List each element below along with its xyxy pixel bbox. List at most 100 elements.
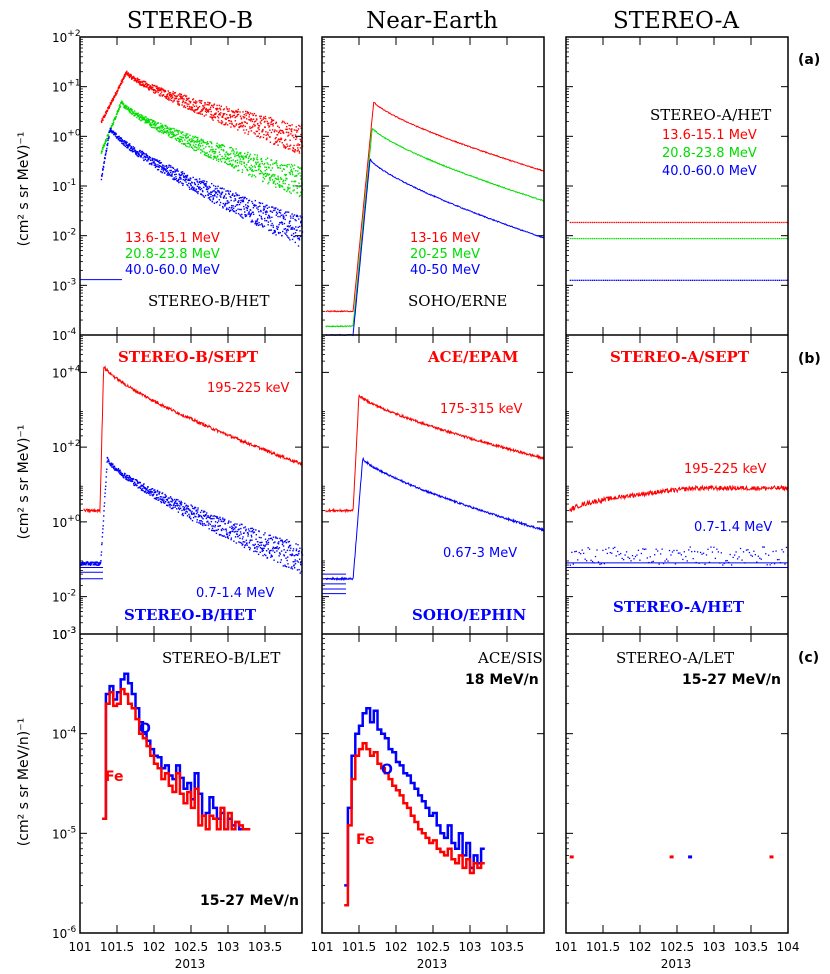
data-point — [260, 157, 263, 160]
data-point — [710, 546, 712, 548]
data-point — [142, 83, 144, 85]
data-point — [189, 102, 192, 104]
data-point — [174, 178, 177, 181]
data-point — [225, 190, 227, 192]
data-point — [699, 551, 702, 554]
data-point — [223, 145, 226, 148]
data-point — [272, 536, 275, 538]
data-point — [580, 279, 583, 281]
data-point — [725, 237, 727, 240]
data-point — [294, 148, 296, 151]
data-point — [101, 543, 103, 546]
data-point — [274, 141, 277, 143]
data-point — [215, 517, 218, 519]
data-point — [203, 115, 205, 117]
data-point — [165, 168, 167, 171]
data-point — [259, 165, 261, 168]
data-point — [148, 121, 150, 124]
data-point — [163, 90, 166, 93]
data-point — [159, 496, 162, 498]
data-point — [228, 110, 230, 112]
data-point — [167, 93, 169, 95]
data-point — [207, 103, 209, 106]
data-point — [212, 158, 215, 160]
data-point — [211, 527, 214, 530]
data-point — [130, 145, 132, 148]
data-point — [297, 173, 299, 175]
data-point — [140, 485, 142, 488]
data-point — [238, 169, 240, 172]
data-point — [283, 215, 285, 217]
data-point — [693, 279, 695, 281]
data-point — [261, 224, 263, 226]
data-point — [158, 94, 161, 96]
data-point — [269, 178, 271, 180]
data-point — [601, 279, 603, 281]
data-point — [188, 182, 190, 185]
data-point — [175, 129, 178, 131]
data-point — [100, 554, 102, 556]
data-point — [300, 127, 302, 129]
data-point — [232, 114, 234, 117]
data-point — [240, 197, 243, 199]
data-point — [232, 149, 235, 152]
data-point — [136, 484, 138, 487]
data-point — [263, 173, 265, 175]
data-point — [673, 221, 675, 224]
data-point — [158, 126, 161, 128]
data-point — [201, 516, 203, 519]
data-point — [199, 180, 201, 183]
data-point — [266, 122, 269, 125]
data-point — [180, 178, 182, 180]
data-point — [285, 146, 287, 148]
data-point — [255, 546, 258, 548]
data-point — [114, 469, 117, 471]
data-point — [198, 186, 200, 188]
data-point — [143, 486, 145, 489]
data-point — [706, 237, 708, 240]
data-point — [197, 507, 199, 509]
data-point — [255, 220, 257, 222]
data-point — [238, 123, 240, 126]
data-point — [261, 202, 264, 205]
data-point — [147, 121, 149, 124]
data-point — [147, 84, 149, 86]
data-point — [246, 111, 249, 114]
xtick-label: 102 — [143, 940, 166, 954]
data-point — [144, 116, 147, 118]
data-point — [148, 120, 150, 123]
data-point — [122, 103, 125, 105]
data-point — [119, 137, 122, 139]
data-point — [146, 85, 149, 87]
data-point — [206, 103, 208, 106]
data-point — [688, 855, 693, 859]
data-point — [285, 125, 288, 128]
data-point — [222, 202, 224, 205]
data-point — [122, 476, 124, 478]
data-point — [280, 550, 283, 552]
data-point — [199, 182, 202, 185]
data-point — [143, 85, 145, 88]
data-point — [184, 106, 187, 109]
data-point — [128, 110, 130, 113]
data-point — [215, 148, 217, 151]
data-point — [200, 152, 202, 154]
data-point — [185, 505, 187, 507]
data-point — [142, 485, 145, 488]
data-point — [186, 142, 188, 145]
data-point — [255, 223, 258, 225]
data-point — [226, 533, 228, 536]
data-point — [739, 221, 742, 224]
data-point — [298, 182, 300, 184]
energy-sb-c: 15-27 MeV/n — [200, 893, 299, 909]
data-point — [583, 552, 585, 554]
data-point — [677, 221, 679, 224]
data-point — [773, 563, 776, 565]
data-point — [273, 559, 275, 561]
data-point — [100, 120, 103, 123]
data-point — [118, 469, 120, 472]
data-point — [714, 279, 716, 281]
data-point — [166, 499, 168, 502]
data-point — [157, 497, 160, 499]
data-point — [271, 119, 273, 122]
